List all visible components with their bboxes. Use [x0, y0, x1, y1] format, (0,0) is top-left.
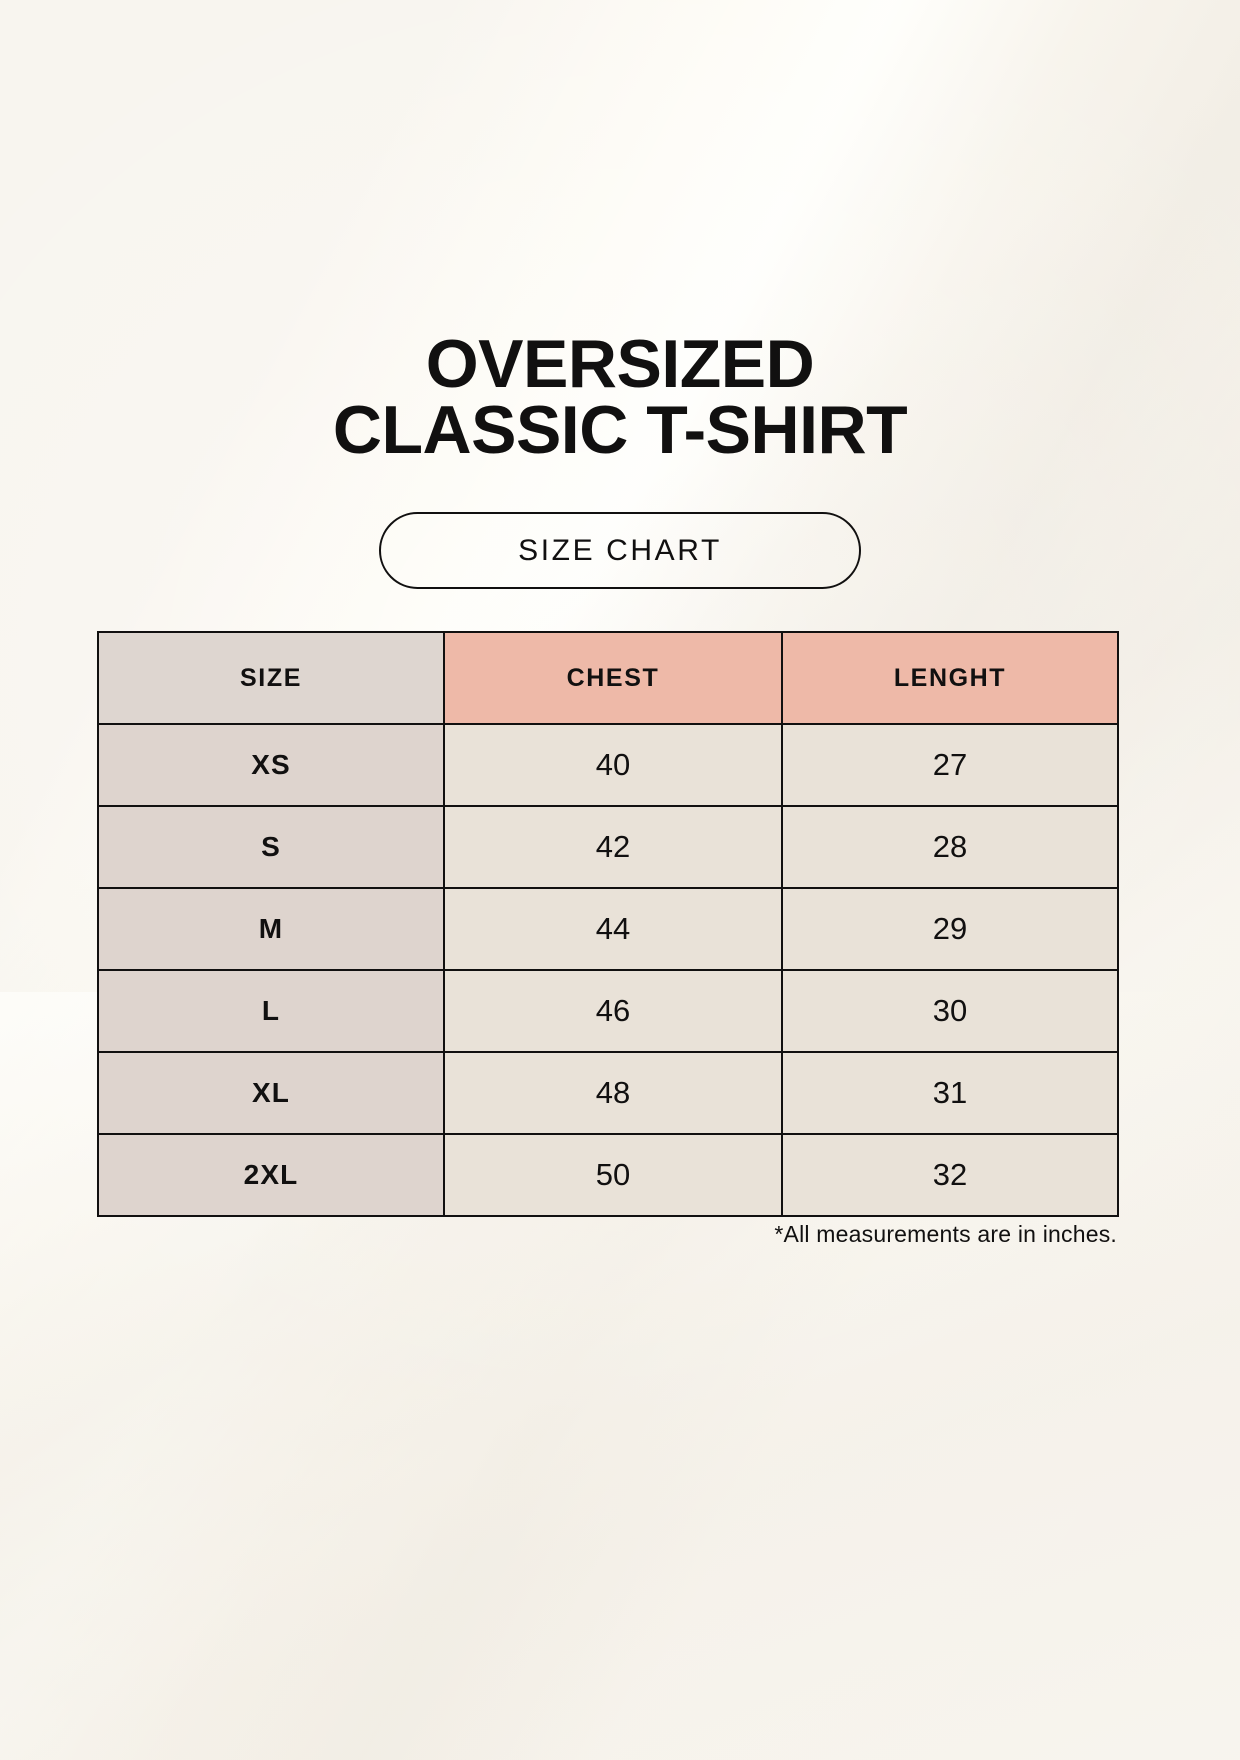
- cell-length: 32: [781, 1133, 1119, 1217]
- page-title-line-primary: OVERSIZED: [425, 326, 815, 402]
- cell-chest: 46: [443, 969, 783, 1053]
- table-header-row: SIZE CHEST LENGHT: [97, 631, 1119, 725]
- table-row: XS 40 27: [97, 723, 1119, 807]
- cell-size: 2XL: [97, 1133, 445, 1217]
- cell-length: 29: [781, 887, 1119, 971]
- column-header-size: SIZE: [97, 631, 445, 725]
- table-header: SIZE CHEST LENGHT: [97, 631, 1119, 725]
- measurement-unit-note: *All measurements are in inches.: [774, 1221, 1117, 1247]
- size-chart-table: SIZE CHEST LENGHT XS 40 27 S 42 28 M: [97, 631, 1119, 1217]
- table-row: 2XL 50 32: [97, 1133, 1119, 1217]
- size-chart-badge-label: SIZE CHART: [518, 533, 722, 567]
- table-row: XL 48 31: [97, 1051, 1119, 1135]
- size-chart-badge: SIZE CHART: [379, 512, 861, 589]
- page-title-line-secondary: CLASSIC T-SHIRT: [332, 392, 908, 468]
- page-title: OVERSIZED CLASSIC T-SHIRT OVERSIZED CLAS…: [0, 326, 1240, 468]
- cell-length: 28: [781, 805, 1119, 889]
- cell-size: XS: [97, 723, 445, 807]
- table-body: XS 40 27 S 42 28 M 44 29 L 46 30: [97, 723, 1119, 1217]
- cell-length: 30: [781, 969, 1119, 1053]
- cell-chest: 50: [443, 1133, 783, 1217]
- size-chart-badge-container: SIZE CHART: [0, 512, 1240, 589]
- cell-size: XL: [97, 1051, 445, 1135]
- cell-chest: 40: [443, 723, 783, 807]
- cell-chest: 44: [443, 887, 783, 971]
- cell-size: M: [97, 887, 445, 971]
- size-chart-table-container: SIZE CHEST LENGHT XS 40 27 S 42 28 M: [97, 631, 1119, 1217]
- cell-chest: 42: [443, 805, 783, 889]
- cell-size: S: [97, 805, 445, 889]
- cell-length: 27: [781, 723, 1119, 807]
- table-row: L 46 30: [97, 969, 1119, 1053]
- table-row: M 44 29: [97, 887, 1119, 971]
- cell-size: L: [97, 969, 445, 1053]
- cell-length: 31: [781, 1051, 1119, 1135]
- column-header-length: LENGHT: [781, 631, 1119, 725]
- cell-chest: 48: [443, 1051, 783, 1135]
- table-row: S 42 28: [97, 805, 1119, 889]
- column-header-chest: CHEST: [443, 631, 783, 725]
